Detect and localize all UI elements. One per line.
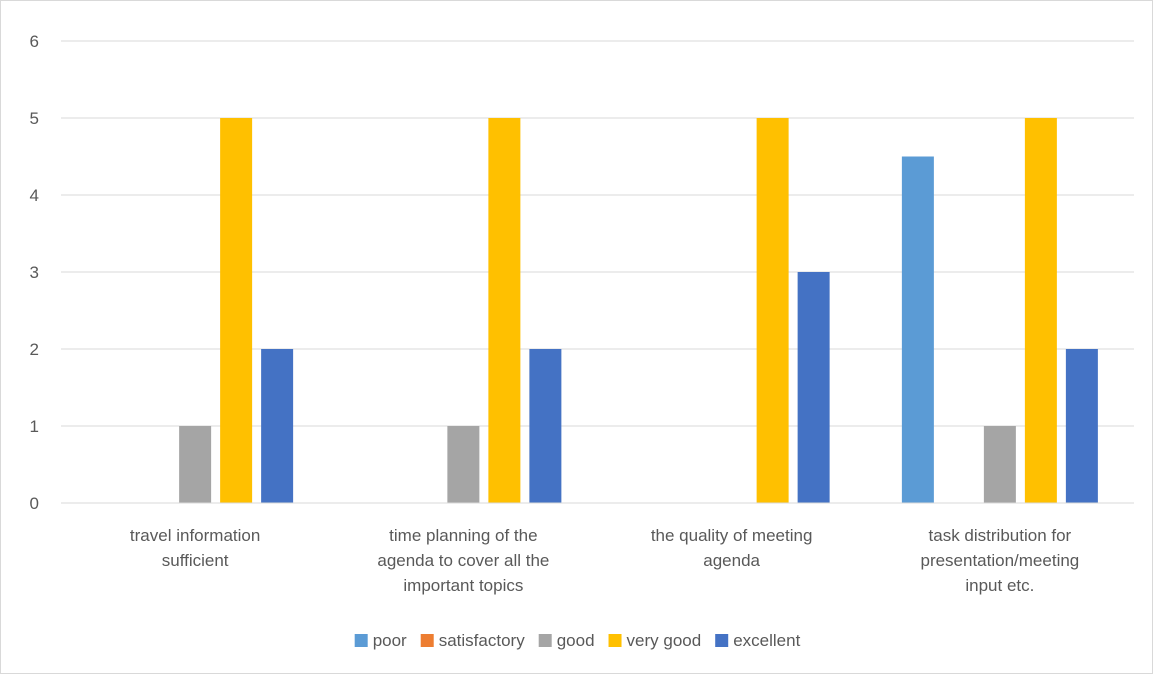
bar-very-good-3 xyxy=(1024,118,1057,503)
legend-label-poor: poor xyxy=(373,631,407,650)
bar-excellent-2 xyxy=(797,272,830,503)
y-tick-label: 6 xyxy=(30,32,39,51)
bar-good-3 xyxy=(983,426,1016,503)
legend-label-excellent: excellent xyxy=(733,631,800,650)
bar-excellent-0 xyxy=(261,349,294,503)
legend-swatch-excellent xyxy=(715,634,729,647)
bar-very-good-0 xyxy=(220,118,253,503)
y-tick-label: 3 xyxy=(30,263,39,282)
bars xyxy=(179,118,1098,503)
y-tick-label: 4 xyxy=(30,186,39,205)
bar-good-1 xyxy=(447,426,480,503)
bar-excellent-3 xyxy=(1065,349,1098,503)
legend-swatch-satisfactory xyxy=(420,634,434,647)
bar-excellent-1 xyxy=(529,349,562,503)
legend-label-satisfactory: satisfactory xyxy=(439,631,525,650)
y-tick-label: 1 xyxy=(30,417,39,436)
legend-label-good: good xyxy=(557,631,595,650)
category-label: the quality of meeting agenda xyxy=(651,526,813,570)
y-tick-label: 2 xyxy=(30,340,39,359)
category-labels: travel information sufficient time plannin… xyxy=(130,526,1079,595)
y-axis-ticks: 0 1 2 3 4 5 6 xyxy=(30,32,39,513)
bar-very-good-1 xyxy=(488,118,521,503)
category-label: travel information sufficient xyxy=(130,526,260,570)
bar-very-good-2 xyxy=(756,118,789,503)
category-label: time planning of the agenda to cover all … xyxy=(377,526,549,595)
bar-good-0 xyxy=(179,426,212,503)
legend-swatch-very-good xyxy=(608,634,622,647)
y-tick-label: 0 xyxy=(30,494,39,513)
legend: poor satisfactory good very good excellent xyxy=(354,631,801,650)
category-label: task distribution for presentation/meetin… xyxy=(920,526,1079,595)
y-tick-label: 5 xyxy=(30,109,39,128)
legend-label-very-good: very good xyxy=(627,631,702,650)
legend-swatch-good xyxy=(538,634,552,647)
legend-swatch-poor xyxy=(354,634,368,647)
bar-poor-3 xyxy=(901,156,934,503)
